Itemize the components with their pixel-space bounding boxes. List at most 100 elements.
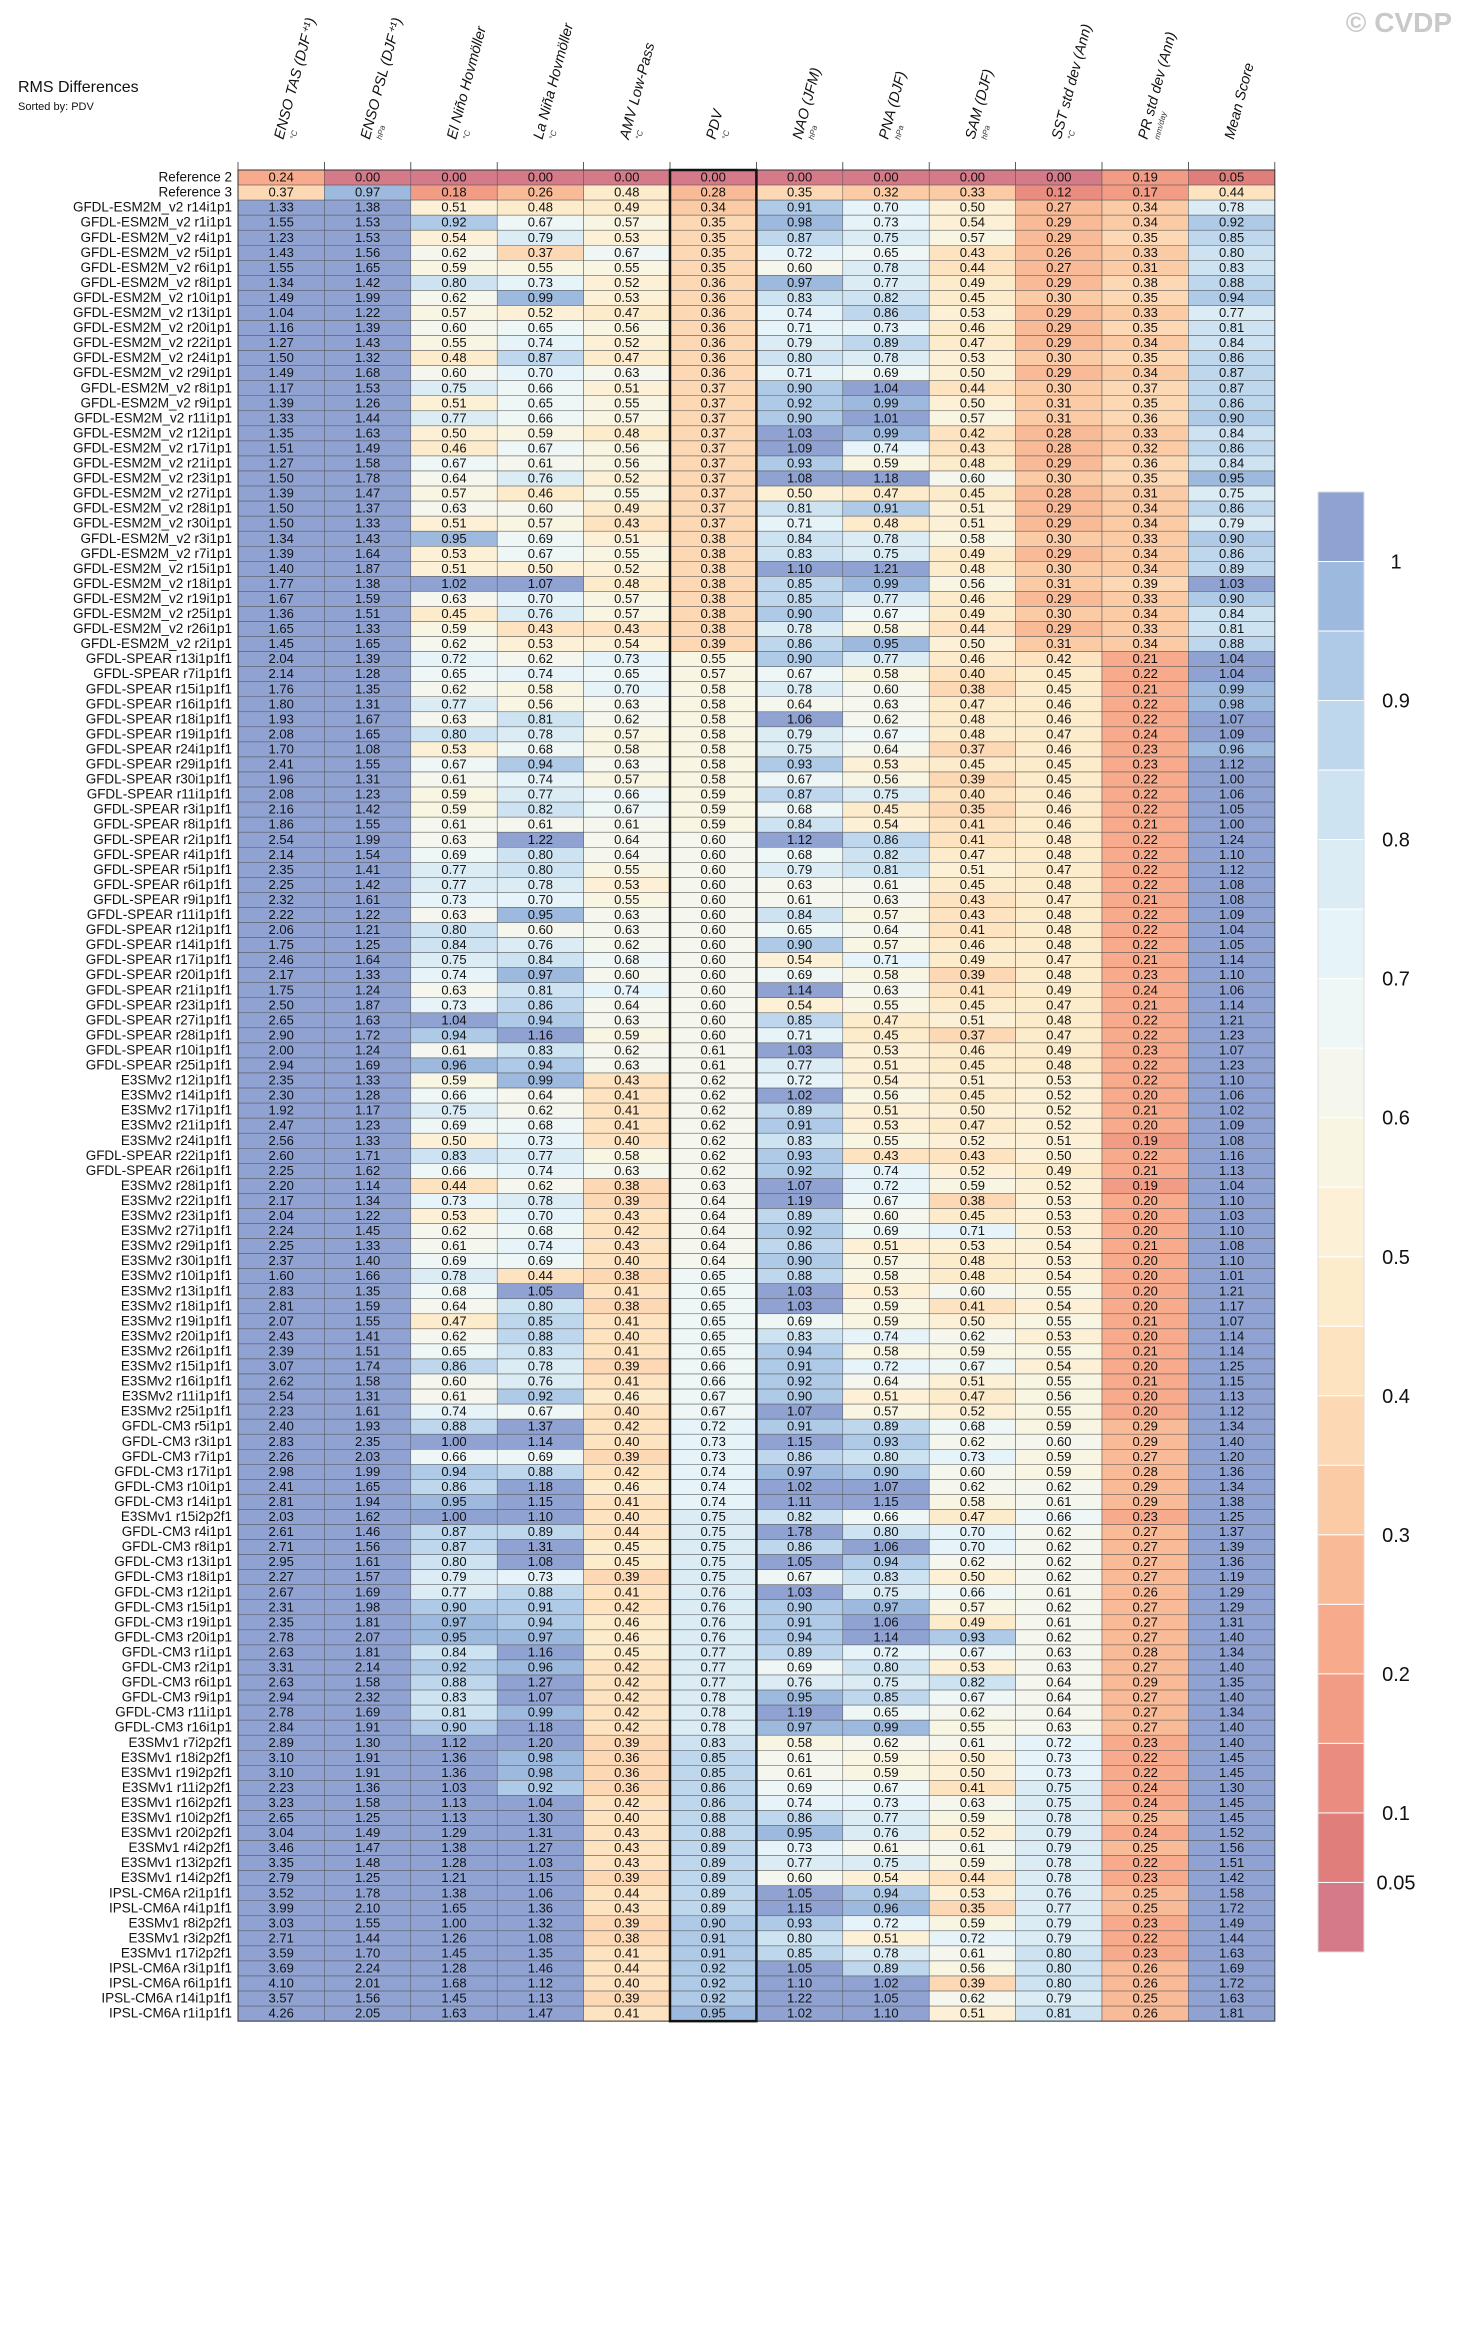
cell-value: 0.80 [441,726,466,741]
cell-value: 1.03 [787,425,812,440]
cell-value: 1.94 [355,1494,380,1509]
cell-value: 0.97 [528,1629,553,1644]
row-label: E3SMv2 r13i1p1f1 [121,1283,232,1298]
cell-value: 1.67 [269,591,294,606]
cell-value: 0.62 [701,1103,726,1118]
cell-value: 1.42 [1219,1870,1244,1885]
row-label: GFDL-SPEAR r20i1p1f1 [86,967,232,982]
row-label: GFDL-CM3 r18i1p1 [114,1569,232,1584]
cell-value: 0.23 [1133,1042,1158,1057]
cell-value: 1.12 [787,832,812,847]
cell-value: 0.49 [960,606,985,621]
cell-value: 0.84 [441,937,466,952]
cell-value: 0.39 [614,1193,639,1208]
cell-value: 0.66 [873,1509,898,1524]
row-label: Reference 3 [158,185,232,200]
cell-value: 0.97 [355,185,380,200]
colorbar-swatch [1317,1047,1365,1119]
cell-value: 0.53 [528,636,553,651]
column-unit: hPa [807,124,820,141]
cell-value: 0.22 [1133,1765,1158,1780]
cell-value: 0.61 [441,1238,466,1253]
cell-value: 0.62 [1046,1554,1071,1569]
cell-value: 1.09 [1219,1118,1244,1133]
cell-value: 1.58 [355,1795,380,1810]
cell-value: 1.33 [355,967,380,982]
cell-value: 0.79 [787,335,812,350]
cell-value: 3.04 [269,1825,294,1840]
cell-value: 1.05 [787,1961,812,1976]
cell-value: 0.47 [960,1118,985,1133]
cell-value: 0.73 [1046,1765,1071,1780]
cell-value: 0.32 [873,185,898,200]
cell-value: 0.48 [614,185,639,200]
cell-value: 0.71 [787,320,812,335]
cell-value: 0.37 [269,185,294,200]
cell-value: 0.50 [960,200,985,215]
cell-value: 2.98 [269,1464,294,1479]
cell-value: 0.45 [960,1208,985,1223]
cell-value: 1.64 [355,952,380,967]
row-label: GFDL-SPEAR r4i1p1f1 [93,847,232,862]
cell-value: 0.53 [1046,1208,1071,1223]
cell-value: 0.73 [528,1569,553,1584]
cell-value: 0.21 [1133,1374,1158,1389]
cell-value: 0.57 [614,606,639,621]
cell-value: 0.76 [1046,1885,1071,1900]
row-label: E3SMv2 r25i1p1f1 [121,1404,232,1419]
cell-value: 1.21 [1219,1283,1244,1298]
colorbar-swatch [1317,630,1365,702]
cell-value: 0.63 [614,757,639,772]
cell-value: 0.73 [528,275,553,290]
cell-value: 2.25 [269,1163,294,1178]
colorbar-swatch [1317,491,1365,563]
cell-value: 0.22 [1133,1148,1158,1163]
cell-value: 0.72 [701,1419,726,1434]
cell-value: 0.22 [1133,862,1158,877]
cell-value: 0.33 [1133,245,1158,260]
cell-value: 0.51 [873,1058,898,1073]
row-label: GFDL-CM3 r9i1p1 [122,1690,232,1705]
cell-value: 1.68 [355,365,380,380]
cell-value: 0.54 [441,230,466,245]
cell-value: 0.98 [528,1765,553,1780]
cell-value: 0.67 [528,440,553,455]
cell-value: 0.93 [787,1148,812,1163]
row-label: E3SMv1 r15i2p2f1 [121,1509,232,1524]
cell-value: 0.59 [960,1915,985,1930]
cell-value: 0.47 [1046,862,1071,877]
cell-value: 0.81 [1219,621,1244,636]
cell-value: 3.59 [269,1945,294,1960]
cell-value: 0.57 [960,230,985,245]
cell-value: 0.38 [1133,275,1158,290]
cell-value: 1.04 [1219,666,1244,681]
cell-value: 2.81 [269,1298,294,1313]
cell-value: 0.92 [441,1660,466,1675]
cell-value: 0.61 [701,1042,726,1057]
cell-value: 0.58 [701,726,726,741]
cell-value: 3.31 [269,1660,294,1675]
cell-value: 0.31 [1133,486,1158,501]
cell-value: 0.96 [528,1660,553,1675]
cell-value: 2.25 [269,877,294,892]
cell-value: 0.51 [873,1389,898,1404]
cell-value: 0.62 [873,1735,898,1750]
cell-value: 0.47 [1046,1027,1071,1042]
colorbar-label: 0.7 [1382,969,1410,991]
column-header: Mean Score [1222,61,1258,141]
cell-value: 0.83 [441,1148,466,1163]
row-label: GFDL-ESM2M_v2 r27i1p1 [73,486,232,501]
cell-value: 0.42 [614,1720,639,1735]
cell-value: 0.78 [441,1268,466,1283]
cell-value: 0.48 [1046,877,1071,892]
chart-subtitle: Sorted by: PDV [18,101,94,113]
row-label: GFDL-ESM2M_v2 r13i1p1 [73,305,232,320]
cell-value: 1.72 [1219,1900,1244,1915]
cell-value: 0.48 [873,516,898,531]
cell-value: 4.10 [269,1976,294,1991]
cell-value: 0.68 [787,847,812,862]
cell-value: 0.63 [614,1058,639,1073]
cell-value: 0.21 [1133,892,1158,907]
cell-value: 1.56 [355,1539,380,1554]
row-label: GFDL-SPEAR r13i1p1f1 [86,651,232,666]
